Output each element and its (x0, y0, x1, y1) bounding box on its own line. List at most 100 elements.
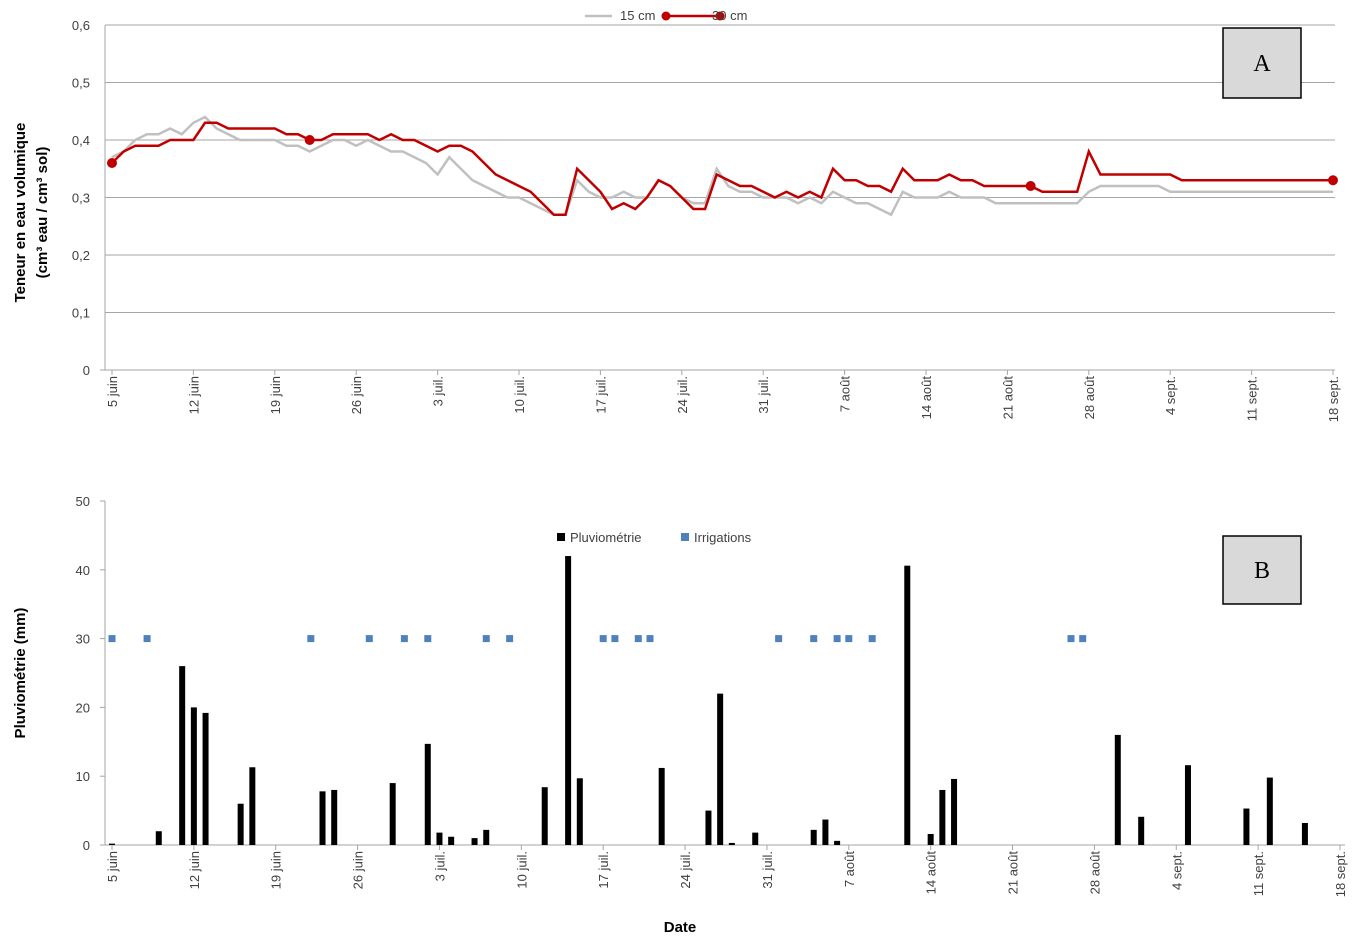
panel-label: A (1253, 51, 1271, 77)
bar (1301, 822, 1308, 845)
x-tick-label: 5 juin (105, 851, 120, 882)
x-tick-label: 31 juil. (756, 376, 771, 414)
line-marker (107, 158, 117, 168)
line-marker (1025, 181, 1036, 191)
bar (483, 829, 490, 845)
bar (1138, 816, 1145, 845)
bar (1243, 808, 1250, 845)
bar (1184, 765, 1191, 845)
x-tick-label: 4 sept. (1169, 851, 1184, 890)
x-axis-label: Date (664, 919, 697, 936)
x-tick-label: 10 juil. (514, 851, 529, 889)
irrigation-marker (611, 635, 619, 643)
x-tick-label: 18 sept. (1333, 851, 1348, 897)
panel-box (1222, 535, 1302, 605)
bar (1266, 777, 1273, 845)
bar (436, 832, 443, 845)
x-tick-label: 3 juil. (432, 851, 447, 881)
y-tick-label: 20 (76, 700, 90, 715)
legend-marker (661, 11, 671, 21)
data-line (111, 115, 1333, 217)
bar (424, 743, 431, 845)
legend-label: Irrigations (694, 530, 752, 545)
bar (810, 829, 817, 845)
x-tick-label: 24 juil. (675, 376, 690, 414)
y-tick-label: 0,2 (72, 248, 90, 263)
legend-label: Pluviométrie (570, 530, 642, 545)
legend-label: 30 cm (712, 8, 747, 23)
irrigation-marker (775, 635, 783, 643)
bar (717, 693, 724, 845)
bar (822, 819, 829, 845)
x-tick-label: 28 août (1082, 376, 1097, 420)
irrigation-marker (108, 635, 116, 643)
panel-label: B (1254, 558, 1270, 584)
x-tick-label: 14 août (924, 851, 939, 895)
bar (904, 565, 911, 845)
y-tick-label: 10 (76, 769, 90, 784)
x-tick-label: 18 sept. (1326, 376, 1341, 422)
y-tick-label: 50 (76, 494, 90, 509)
bar (471, 838, 478, 845)
irrigation-marker (868, 635, 876, 643)
irrigation-marker (424, 635, 432, 643)
x-tick-label: 12 juin (186, 376, 201, 414)
legend-swatch (681, 533, 689, 541)
x-tick-label: 5 juin (105, 376, 120, 407)
bar (448, 836, 455, 845)
bar (1114, 734, 1121, 845)
irrigation-marker (845, 635, 853, 643)
x-tick-label: 26 juin (351, 851, 366, 889)
x-tick-label: 21 août (1000, 376, 1015, 420)
bar (389, 783, 396, 845)
x-tick-label: 10 juil. (512, 376, 527, 414)
bar (752, 832, 759, 845)
x-tick-label: 7 août (838, 376, 853, 413)
bar (109, 843, 115, 845)
x-tick-label: 11 sept. (1245, 376, 1260, 421)
irrigation-marker (833, 635, 841, 643)
bar (249, 767, 256, 845)
y-tick-label: 0 (83, 363, 90, 378)
x-tick-label: 19 juin (269, 851, 284, 889)
x-tick-label: 3 juil. (431, 376, 446, 406)
x-tick-label: 14 août (919, 376, 934, 420)
x-tick-label: 4 sept. (1163, 376, 1178, 415)
bar (728, 842, 735, 845)
y-tick-label: 0,1 (72, 306, 90, 321)
irrigation-marker (506, 635, 514, 643)
x-tick-label: 19 juin (268, 376, 283, 414)
line-marker (1328, 175, 1338, 186)
x-tick-label: 21 août (1006, 851, 1021, 895)
bar (576, 778, 583, 845)
x-tick-label: 31 juil. (760, 851, 775, 889)
legend-label: 15 cm (620, 8, 655, 23)
y-tick-label: 0 (83, 838, 90, 853)
bar (202, 712, 209, 845)
y-tick-label: 0,5 (72, 76, 90, 91)
x-tick-label: 12 juin (187, 851, 202, 889)
irrigation-marker (307, 635, 315, 643)
bar (951, 778, 958, 845)
line-marker (304, 135, 315, 145)
bar (541, 787, 548, 845)
x-tick-label: 17 juil. (596, 851, 611, 889)
bar (179, 666, 186, 845)
y-tick-label: 30 (76, 632, 90, 647)
panel-box (1222, 27, 1302, 99)
irrigation-marker (400, 635, 408, 643)
bar (565, 556, 572, 845)
y-axis-label: (cm³ eau / cm³ sol) (34, 147, 51, 279)
bar (331, 789, 338, 845)
irrigation-marker (599, 635, 607, 643)
x-tick-label: 7 août (842, 851, 857, 888)
bar (658, 767, 665, 845)
bar (237, 803, 244, 845)
x-tick-label: 11 sept. (1251, 851, 1266, 896)
bar (939, 789, 946, 845)
irrigation-marker (810, 635, 818, 643)
irrigation-marker (143, 635, 151, 643)
irrigation-marker (634, 635, 642, 643)
irrigation-marker (365, 635, 373, 643)
